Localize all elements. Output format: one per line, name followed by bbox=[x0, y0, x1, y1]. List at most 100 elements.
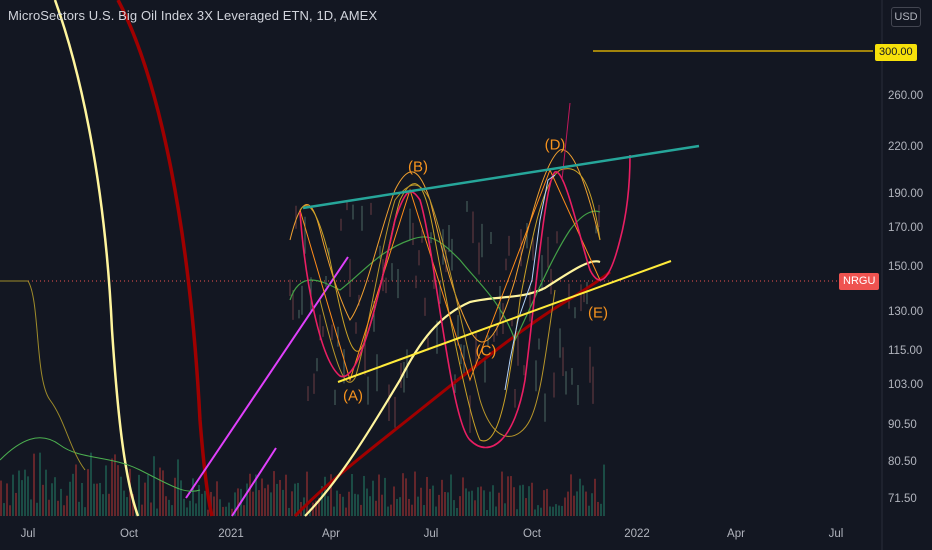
magenta-channel-upper[interactable] bbox=[185, 256, 349, 499]
volume-bar bbox=[9, 505, 11, 516]
volume-bar bbox=[360, 504, 362, 516]
volume-bar bbox=[516, 509, 518, 516]
volume-bar bbox=[486, 509, 488, 516]
volume-bars bbox=[0, 452, 605, 516]
volume-bar bbox=[276, 483, 278, 516]
volume-bar bbox=[570, 474, 572, 516]
volume-bar bbox=[393, 486, 395, 516]
volume-bar bbox=[507, 476, 509, 516]
volume-bar bbox=[411, 504, 413, 516]
volume-bar bbox=[351, 473, 353, 516]
volume-bar bbox=[363, 475, 365, 516]
volume-bar bbox=[33, 453, 35, 516]
volume-bar bbox=[495, 506, 497, 516]
volume-bar bbox=[552, 506, 554, 516]
volume-bar bbox=[534, 509, 536, 516]
volume-bar bbox=[459, 496, 461, 516]
wave-label-e: (E) bbox=[588, 304, 608, 322]
x-tick-label: Apr bbox=[727, 528, 745, 540]
volume-bar bbox=[147, 474, 149, 516]
volume-bar bbox=[327, 496, 329, 516]
volume-bar bbox=[321, 486, 323, 516]
x-tick-label: Jul bbox=[20, 528, 36, 540]
yellow-trendline[interactable] bbox=[337, 260, 672, 383]
volume-bar bbox=[564, 497, 566, 516]
volume-bar bbox=[186, 507, 188, 516]
volume-bar bbox=[573, 495, 575, 516]
volume-bar bbox=[252, 491, 254, 516]
magenta-cycle-curve[interactable] bbox=[299, 154, 631, 449]
volume-bar bbox=[294, 483, 296, 516]
level-300-badge: 300.00 bbox=[875, 44, 917, 61]
volume-bar bbox=[474, 500, 476, 516]
volume-bar bbox=[522, 484, 524, 516]
volume-bar bbox=[57, 500, 59, 516]
volume-bar bbox=[150, 502, 152, 516]
volume-bar bbox=[99, 482, 101, 516]
volume-bar bbox=[138, 474, 140, 516]
magenta-channel-lower[interactable] bbox=[231, 447, 277, 517]
volume-bar bbox=[585, 491, 587, 516]
volume-bar bbox=[93, 483, 95, 516]
symbol-price-badge: NRGU bbox=[839, 273, 880, 290]
x-tick-label: Oct bbox=[523, 528, 541, 540]
x-tick-label: Jul bbox=[828, 528, 844, 540]
volume-bar bbox=[306, 471, 308, 516]
green-ma bbox=[289, 210, 601, 342]
x-tick-label: Jul bbox=[423, 528, 439, 540]
wave-label-d: (D) bbox=[544, 136, 566, 154]
volume-bar bbox=[141, 504, 143, 516]
volume-bar bbox=[336, 490, 338, 516]
volume-bar bbox=[405, 478, 407, 516]
volume-bar bbox=[594, 478, 596, 516]
volume-bar bbox=[30, 499, 32, 516]
volume-bar bbox=[225, 506, 227, 516]
volume-bar bbox=[237, 488, 239, 516]
volume-bar bbox=[423, 505, 425, 516]
teal-trendline[interactable] bbox=[302, 144, 700, 210]
y-tick-label: 90.50 bbox=[888, 419, 917, 431]
volume-bar bbox=[504, 503, 506, 516]
y-tick-label: 71.50 bbox=[888, 493, 917, 505]
volume-bar bbox=[21, 480, 23, 516]
volume-bar bbox=[123, 490, 125, 516]
volume-bar bbox=[540, 507, 542, 516]
x-tick-label: Oct bbox=[120, 528, 138, 540]
volume-bar bbox=[282, 489, 284, 516]
volume-bar bbox=[39, 452, 41, 516]
volume-bar bbox=[567, 491, 569, 516]
volume-bar bbox=[333, 506, 335, 516]
volume-bar bbox=[120, 476, 122, 516]
volume-bar bbox=[285, 474, 287, 516]
currency-button[interactable]: USD bbox=[891, 7, 921, 27]
volume-bar bbox=[234, 492, 236, 516]
volume-bar bbox=[279, 479, 281, 516]
volume-bar bbox=[249, 473, 251, 516]
volume-bar bbox=[51, 483, 53, 516]
volume-bar bbox=[471, 490, 473, 516]
red-big-curve bbox=[116, 0, 214, 517]
y-tick-label: 170.00 bbox=[888, 222, 924, 234]
volume-bar bbox=[348, 491, 350, 516]
volume-bar bbox=[273, 471, 275, 516]
volume-bar bbox=[402, 473, 404, 516]
volume-bar bbox=[444, 492, 446, 516]
volume-bar bbox=[108, 493, 110, 516]
x-tick-label: Apr bbox=[322, 528, 340, 540]
wave-label-c: (C) bbox=[475, 342, 497, 360]
volume-bar bbox=[114, 454, 116, 516]
volume-bar bbox=[177, 459, 179, 516]
volume-bar bbox=[600, 503, 602, 516]
volume-bar bbox=[204, 490, 206, 516]
volume-bar bbox=[174, 477, 176, 516]
volume-bar bbox=[375, 500, 377, 516]
volume-bar bbox=[171, 505, 173, 516]
volume-bar bbox=[78, 501, 80, 516]
volume-bar bbox=[267, 484, 269, 516]
volume-bar bbox=[441, 479, 443, 516]
volume-bar bbox=[324, 476, 326, 516]
volume-bar bbox=[378, 474, 380, 516]
volume-bar bbox=[390, 504, 392, 516]
volume-bar bbox=[510, 476, 512, 516]
